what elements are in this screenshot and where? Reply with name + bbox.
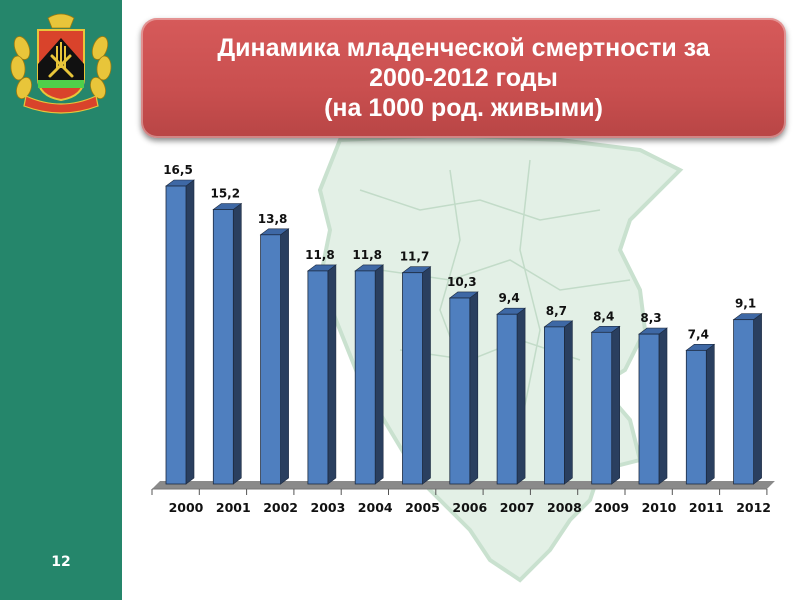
x-axis-year-label: 2001 — [216, 500, 251, 515]
title-line-2: 2000-2012 годы — [369, 64, 558, 92]
x-axis-year-label: 2005 — [405, 500, 440, 515]
chart-bar — [732, 313, 763, 485]
x-axis-year-label: 2007 — [500, 500, 535, 515]
chart-bar — [590, 325, 621, 485]
kemerovo-coat-of-arms-icon — [10, 13, 112, 114]
x-axis-year-label: 2006 — [452, 500, 487, 515]
bar-value-label: 11,8 — [305, 248, 335, 262]
chart-bar — [306, 264, 337, 485]
x-axis-year-label: 2012 — [736, 500, 771, 515]
slide-title-banner: Динамика младенческой смертности за 2000… — [141, 18, 786, 138]
bar-value-label: 8,3 — [640, 311, 661, 325]
bar-value-label: 8,4 — [593, 309, 614, 323]
x-axis-year-label: 2002 — [263, 500, 298, 515]
chart-bar — [165, 179, 195, 485]
chart-bar — [685, 343, 716, 485]
bar-value-label: 13,8 — [258, 212, 288, 226]
bar-value-label: 11,8 — [352, 248, 382, 262]
bar-value-label: 15,2 — [210, 186, 240, 200]
chart-bar — [401, 266, 432, 485]
bar-value-label: 11,7 — [400, 250, 430, 264]
x-axis-year-label: 2003 — [311, 500, 346, 515]
x-axis-year-label: 2009 — [594, 500, 629, 515]
chart-bar — [259, 228, 290, 485]
title-line-3: (на 1000 род. живыми) — [324, 94, 603, 122]
chart-bar — [543, 320, 574, 485]
page-number: 12 — [51, 554, 71, 570]
chart-bar — [212, 202, 243, 485]
x-axis-year-label: 2011 — [689, 500, 724, 515]
bar-value-label: 8,7 — [546, 304, 567, 318]
title-line-1: Динамика младенческой смертности за — [217, 34, 710, 62]
bar-value-label: 9,4 — [498, 291, 519, 305]
chart-bar — [638, 327, 668, 485]
x-axis-year-label: 2008 — [547, 500, 582, 515]
chart-bar — [496, 307, 526, 485]
bar-value-label: 16,5 — [163, 163, 193, 177]
bar-value-label: 9,1 — [735, 297, 756, 311]
bar-value-label: 10,3 — [447, 275, 477, 289]
x-axis-year-label: 2000 — [169, 500, 204, 515]
x-axis-year-label: 2004 — [358, 500, 393, 515]
sidebar: 12 — [0, 0, 122, 600]
chart-bar — [448, 291, 479, 485]
x-axis-year-label: 2010 — [642, 500, 677, 515]
bar-value-label: 7,4 — [688, 327, 709, 341]
chart-bar — [354, 264, 385, 485]
